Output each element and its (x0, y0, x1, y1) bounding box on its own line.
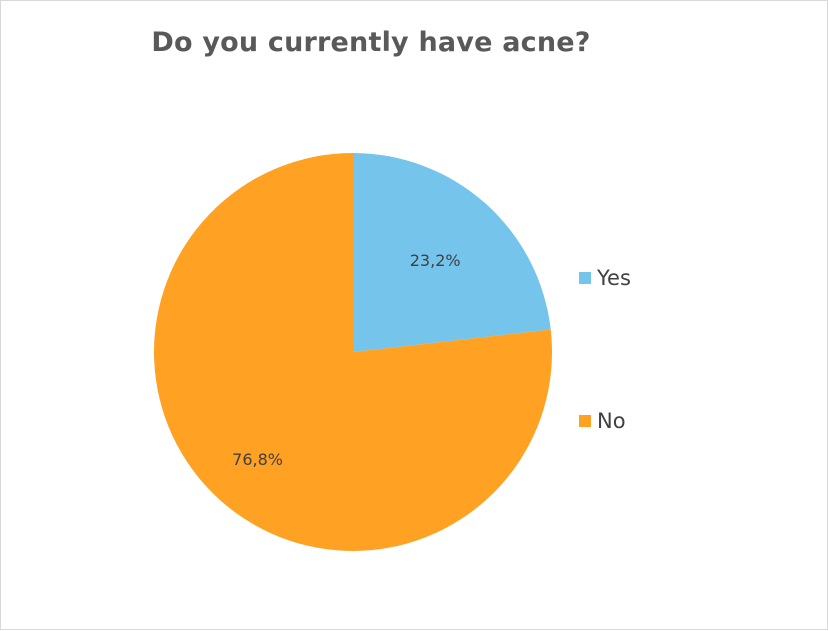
chart-title: Do you currently have acne? (151, 27, 591, 58)
legend-label-yes: Yes (597, 266, 631, 290)
pie-slice-no (153, 153, 552, 551)
data-label-no: 76,8% (232, 450, 283, 469)
legend-item-no: No (579, 406, 631, 436)
pie-slice-yes (353, 153, 551, 352)
chart-legend: Yes No (579, 263, 631, 436)
legend-swatch-yes (579, 272, 591, 284)
legend-label-no: No (597, 409, 626, 433)
legend-swatch-no (579, 415, 591, 427)
legend-item-yes: Yes (579, 263, 631, 293)
data-label-yes: 23,2% (410, 251, 461, 270)
